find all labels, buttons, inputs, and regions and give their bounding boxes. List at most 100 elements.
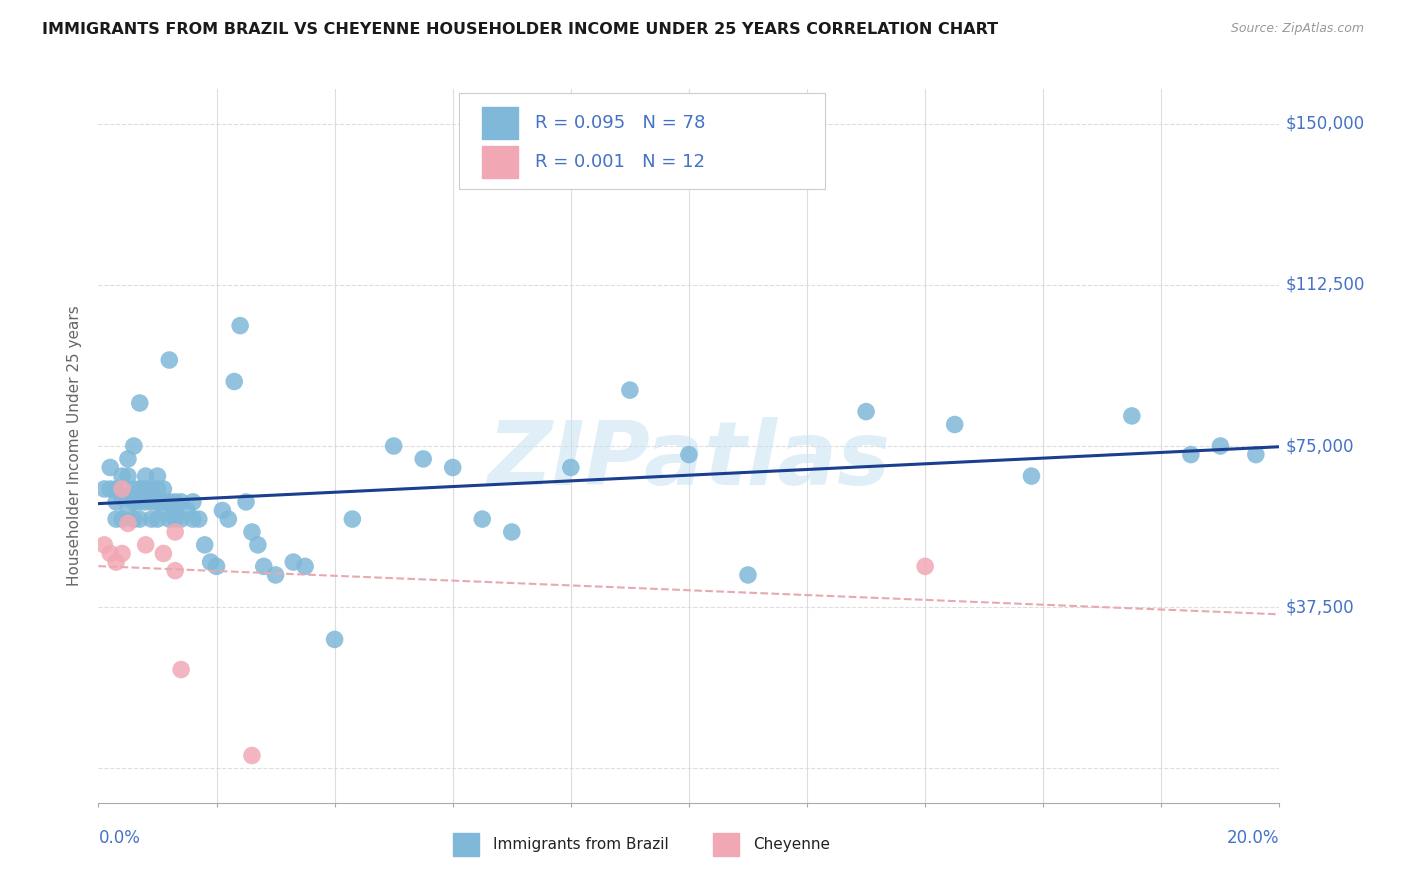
Point	[619, 383, 641, 397]
Point	[105, 482, 128, 496]
Point	[205, 559, 228, 574]
Text: Cheyenne: Cheyenne	[752, 838, 830, 853]
Point	[323, 632, 346, 647]
Point	[382, 439, 405, 453]
Text: 20.0%: 20.0%	[1227, 829, 1279, 847]
Point	[93, 482, 115, 496]
Point	[128, 396, 150, 410]
Point	[141, 512, 163, 526]
Text: $37,500: $37,500	[1285, 599, 1354, 616]
Point	[93, 538, 115, 552]
Point	[141, 495, 163, 509]
Text: IMMIGRANTS FROM BRAZIL VS CHEYENNE HOUSEHOLDER INCOME UNDER 25 YEARS CORRELATION: IMMIGRANTS FROM BRAZIL VS CHEYENNE HOUSE…	[42, 22, 998, 37]
Point	[560, 460, 582, 475]
Point	[152, 546, 174, 560]
Point	[157, 495, 180, 509]
Point	[135, 469, 157, 483]
Point	[246, 538, 269, 552]
Point	[111, 491, 134, 505]
Y-axis label: Householder Income Under 25 years: Householder Income Under 25 years	[67, 306, 83, 586]
Point	[1209, 439, 1232, 453]
Point	[152, 482, 174, 496]
Point	[170, 663, 193, 677]
Point	[224, 375, 246, 389]
Point	[165, 564, 187, 578]
Text: R = 0.095   N = 78: R = 0.095 N = 78	[536, 114, 706, 132]
Point	[264, 568, 287, 582]
Point	[135, 482, 157, 496]
Point	[146, 495, 169, 509]
Point	[157, 353, 180, 368]
Point	[122, 512, 145, 526]
Point	[122, 495, 145, 509]
Point	[117, 469, 139, 483]
FancyBboxPatch shape	[482, 107, 517, 139]
Point	[146, 482, 169, 496]
Point	[441, 460, 464, 475]
Point	[194, 538, 217, 552]
Point	[181, 512, 204, 526]
Point	[1180, 448, 1202, 462]
Point	[135, 495, 157, 509]
Point	[253, 559, 276, 574]
Point	[235, 495, 257, 509]
Point	[229, 318, 252, 333]
Point	[737, 568, 759, 582]
FancyBboxPatch shape	[453, 833, 478, 856]
Point	[217, 512, 239, 526]
Point	[105, 512, 128, 526]
Point	[165, 495, 187, 509]
Point	[170, 495, 193, 509]
Point	[111, 482, 134, 496]
Point	[105, 555, 128, 569]
Point	[211, 503, 233, 517]
Point	[117, 516, 139, 531]
Point	[117, 451, 139, 466]
FancyBboxPatch shape	[713, 833, 738, 856]
Text: $75,000: $75,000	[1285, 437, 1354, 455]
Point	[122, 439, 145, 453]
Point	[1021, 469, 1043, 483]
Point	[128, 495, 150, 509]
Text: R = 0.001   N = 12: R = 0.001 N = 12	[536, 153, 706, 171]
Text: Source: ZipAtlas.com: Source: ZipAtlas.com	[1230, 22, 1364, 36]
Point	[501, 524, 523, 539]
Text: 0.0%: 0.0%	[98, 829, 141, 847]
Point	[146, 512, 169, 526]
FancyBboxPatch shape	[458, 93, 825, 189]
Point	[165, 524, 187, 539]
Point	[1244, 448, 1267, 462]
Point	[855, 404, 877, 418]
Point	[187, 512, 209, 526]
Point	[165, 503, 187, 517]
Point	[294, 559, 316, 574]
Text: Immigrants from Brazil: Immigrants from Brazil	[494, 838, 669, 853]
Point	[141, 482, 163, 496]
Point	[914, 559, 936, 574]
Point	[152, 495, 174, 509]
Point	[105, 495, 128, 509]
Point	[678, 448, 700, 462]
Point	[342, 512, 364, 526]
Point	[200, 555, 222, 569]
Point	[122, 482, 145, 496]
Point	[117, 491, 139, 505]
Point	[157, 512, 180, 526]
Point	[146, 469, 169, 483]
Point	[240, 748, 263, 763]
Point	[170, 512, 193, 526]
Point	[471, 512, 494, 526]
Point	[98, 460, 121, 475]
Text: ZIPatlas: ZIPatlas	[488, 417, 890, 504]
FancyBboxPatch shape	[482, 146, 517, 178]
Point	[117, 503, 139, 517]
Point	[135, 538, 157, 552]
Text: $112,500: $112,500	[1285, 276, 1365, 293]
Point	[412, 451, 434, 466]
Point	[283, 555, 305, 569]
Point	[98, 482, 121, 496]
Point	[111, 469, 134, 483]
Point	[128, 512, 150, 526]
Point	[98, 546, 121, 560]
Text: $150,000: $150,000	[1285, 114, 1364, 133]
